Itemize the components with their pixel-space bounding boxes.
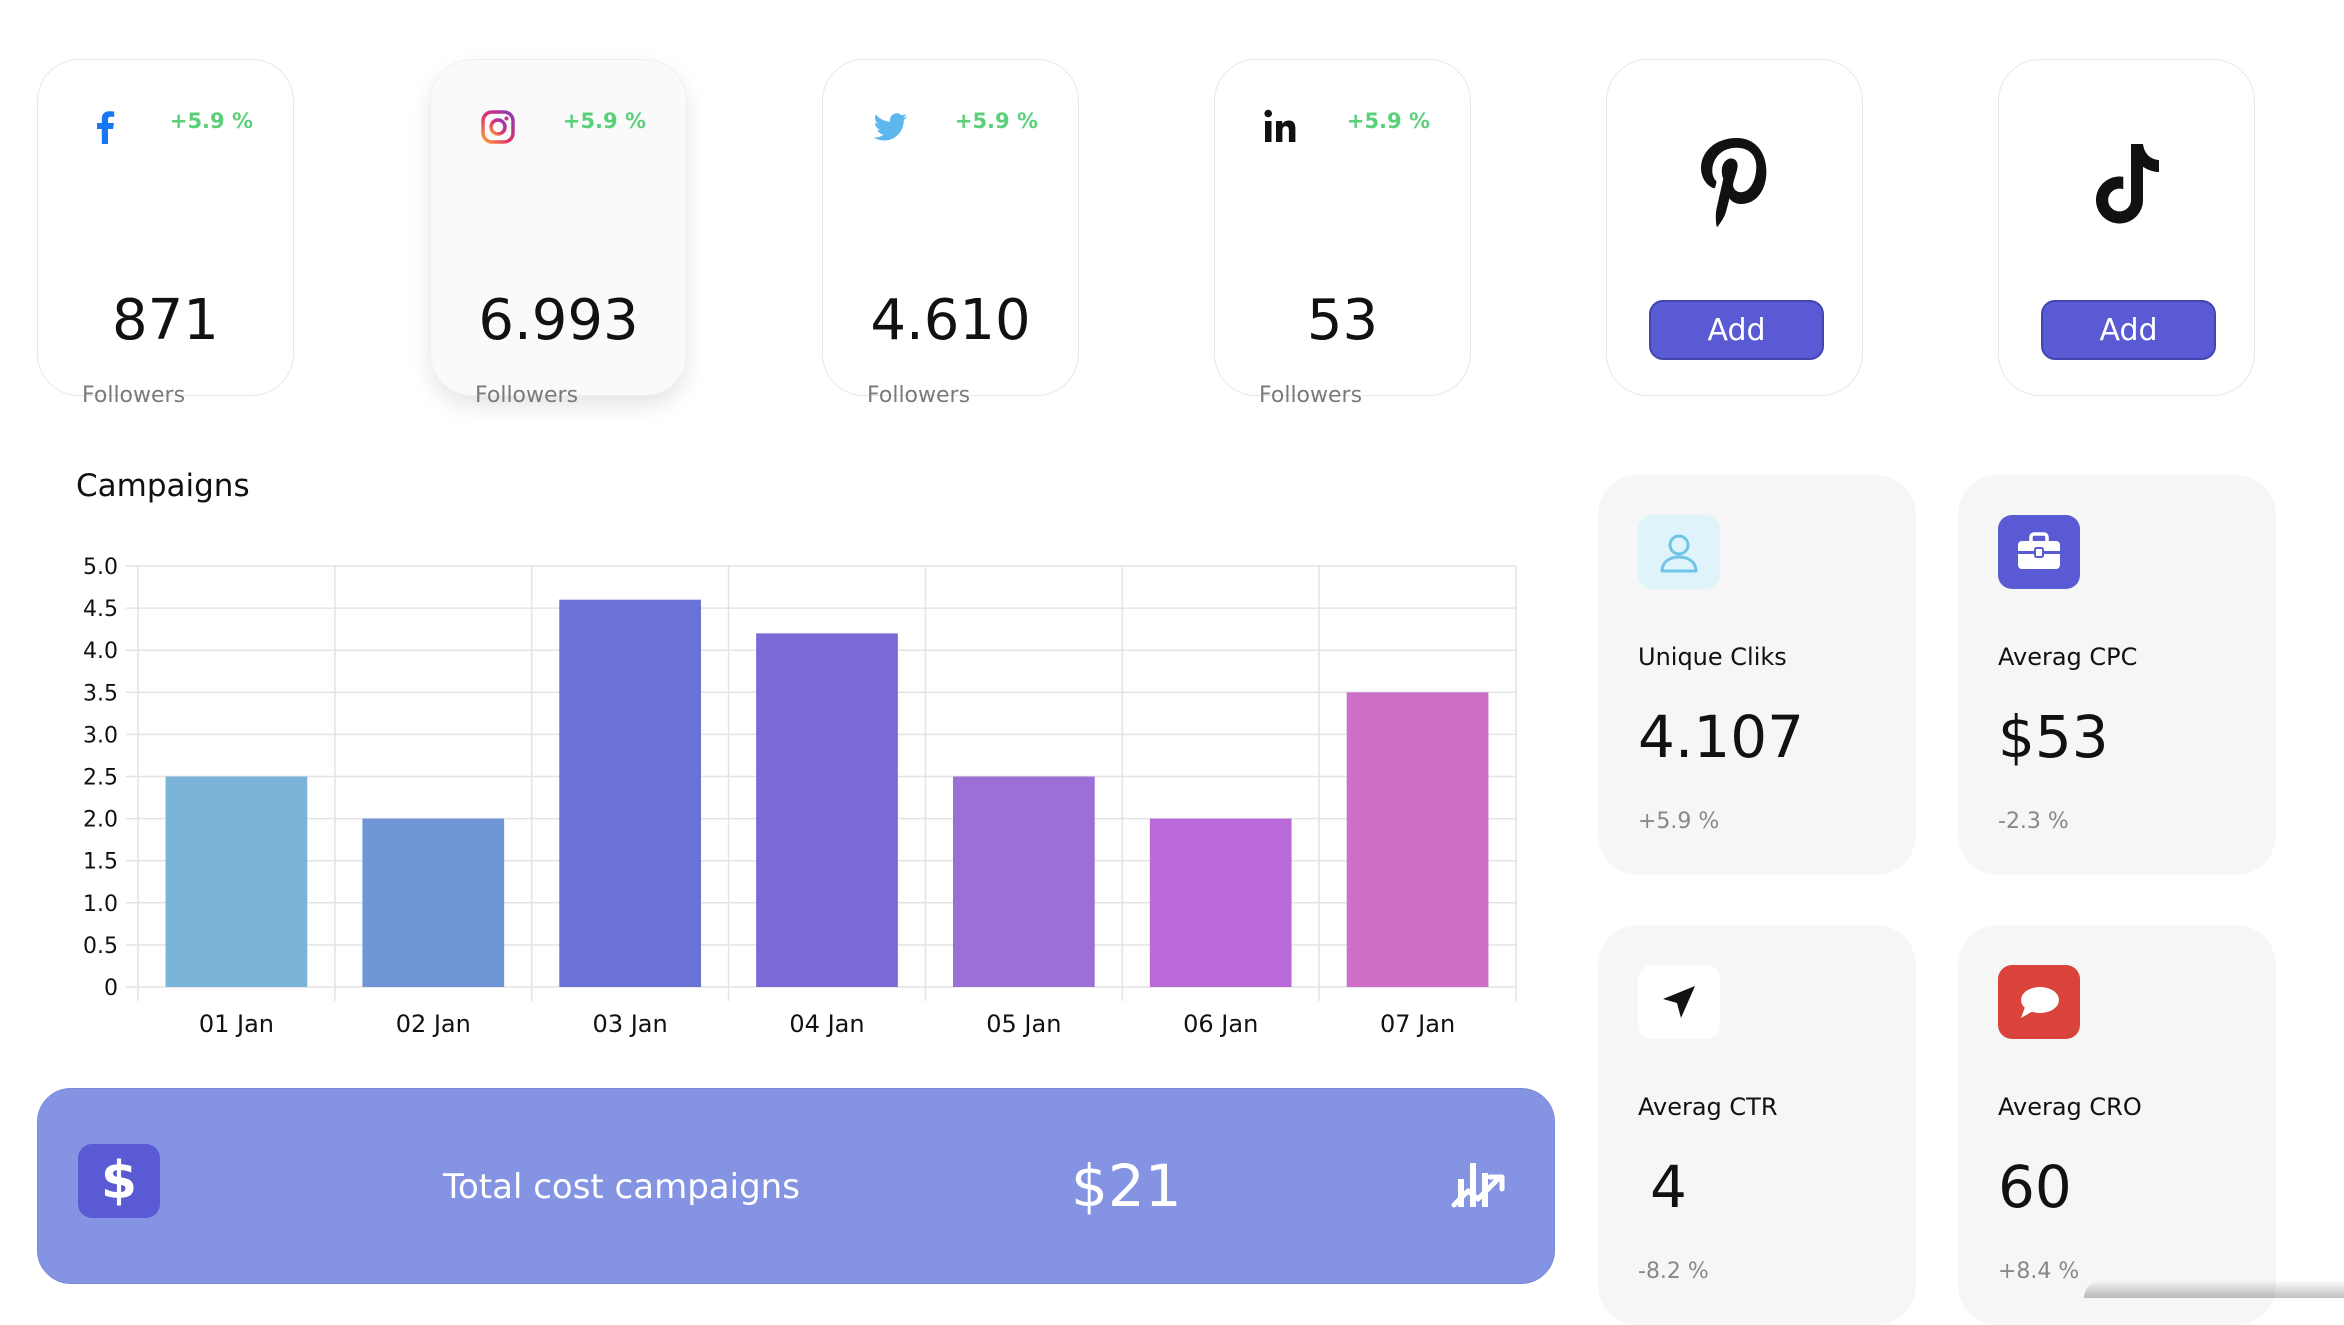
y-tick-label: 2.5 [83, 766, 118, 791]
stat-value: $53 [1998, 703, 2109, 771]
dollar-icon: $ [78, 1144, 160, 1218]
followers-label: Followers [475, 383, 579, 408]
stat-label: Unique Cliks [1638, 643, 1787, 671]
tiktok-card: Add [1998, 59, 2255, 396]
stat-label: Averag CRO [1998, 1093, 2142, 1121]
stat-label: Averag CTR [1638, 1093, 1778, 1121]
facebook-card[interactable]: +5.9 % 871 Followers [37, 59, 294, 408]
instagram-card[interactable]: +5.9 % 6.993 Followers [430, 59, 687, 408]
y-tick-label: 4.0 [83, 639, 118, 664]
follower-change: +5.9 % [1346, 109, 1430, 133]
scroll-shadow [2084, 1280, 2344, 1298]
stat-value: 4 [1650, 1153, 1687, 1221]
follower-count: 6.993 [478, 288, 639, 353]
pinterest-add-button[interactable]: Add [1649, 300, 1824, 360]
bar [952, 776, 1095, 987]
instagram-icon [481, 110, 515, 144]
follower-change: +5.9 % [562, 109, 646, 133]
stat-change: -2.3 % [1998, 809, 2069, 834]
bar [165, 776, 308, 987]
y-tick-label: 0.5 [83, 934, 118, 959]
bar [1346, 692, 1489, 987]
x-tick-label: 02 Jan [396, 1010, 471, 1038]
stat-change: +8.4 % [1998, 1259, 2080, 1284]
bar [1149, 818, 1292, 987]
follower-count: 4.610 [870, 288, 1031, 353]
linkedin-icon [1264, 109, 1296, 142]
y-tick-label: 3.0 [83, 723, 118, 748]
stat-value: 60 [1998, 1153, 2072, 1221]
x-tick-label: 01 Jan [199, 1010, 274, 1038]
followers-label: Followers [82, 383, 186, 408]
bar [756, 633, 898, 987]
follower-count: 871 [112, 288, 219, 353]
tiktok-icon [2095, 144, 2159, 224]
x-tick-label: 04 Jan [789, 1010, 864, 1038]
y-tick-label: 3.5 [83, 681, 118, 706]
x-tick-label: 05 Jan [986, 1010, 1061, 1038]
followers-label: Followers [1259, 383, 1363, 408]
bar [559, 599, 702, 987]
bar [362, 818, 505, 987]
tiktok-add-button[interactable]: Add [2041, 300, 2216, 360]
follower-change: +5.9 % [954, 109, 1038, 133]
user-icon [1638, 515, 1720, 589]
twitter-card[interactable]: +5.9 % 4.610 Followers [822, 59, 1079, 408]
campaigns-bar-chart: 0 0.5 1.0 1.5 2.0 2.5 3.0 3.5 4.0 4.5 5.0 01 Jan 02 … [83, 555, 1517, 1038]
chart-trend-icon [1451, 1163, 1505, 1208]
y-tick-label: 0 [104, 976, 118, 1001]
average-cpc-card: Averag CPC $53 -2.3 % [1958, 475, 2276, 875]
linkedin-card[interactable]: +5.9 % 53 Followers [1214, 59, 1471, 408]
total-cost-value: $21 [1071, 1152, 1182, 1220]
follower-change: +5.9 % [169, 109, 253, 133]
pinterest-icon [1700, 138, 1766, 227]
stat-value: 4.107 [1638, 703, 1805, 771]
twitter-icon [873, 113, 908, 141]
campaigns-title: Campaigns [76, 468, 250, 504]
stat-change: -8.2 % [1638, 1259, 1709, 1284]
y-tick-label: 1.5 [83, 850, 118, 875]
y-tick-label: 2.0 [83, 808, 118, 833]
navigation-arrow-icon [1638, 965, 1720, 1039]
average-cro-card: Averag CRO 60 +8.4 % [1958, 925, 2276, 1325]
x-tick-label: 06 Jan [1183, 1010, 1258, 1038]
y-tick-label: 1.0 [83, 892, 118, 917]
unique-clicks-card: Unique Cliks 4.107 +5.9 % [1598, 475, 1916, 875]
total-cost-banner: $ Total cost campaigns $21 [37, 1088, 1555, 1284]
y-tick-label: 5.0 [83, 555, 118, 580]
x-tick-label: 07 Jan [1380, 1010, 1455, 1038]
x-tick-label: 03 Jan [593, 1010, 668, 1038]
y-tick-label: 4.5 [83, 597, 118, 622]
stat-label: Averag CPC [1998, 643, 2138, 671]
average-ctr-card: Averag CTR 4 -8.2 % [1598, 925, 1916, 1325]
pinterest-card: Add [1606, 59, 1863, 396]
facebook-icon [97, 111, 115, 144]
stat-change: +5.9 % [1638, 809, 1720, 834]
followers-label: Followers [867, 383, 971, 408]
chat-bubble-icon [1998, 965, 2080, 1039]
follower-count: 53 [1306, 288, 1379, 353]
total-cost-label: Total cost campaigns [443, 1167, 800, 1207]
briefcase-icon [1998, 515, 2080, 589]
